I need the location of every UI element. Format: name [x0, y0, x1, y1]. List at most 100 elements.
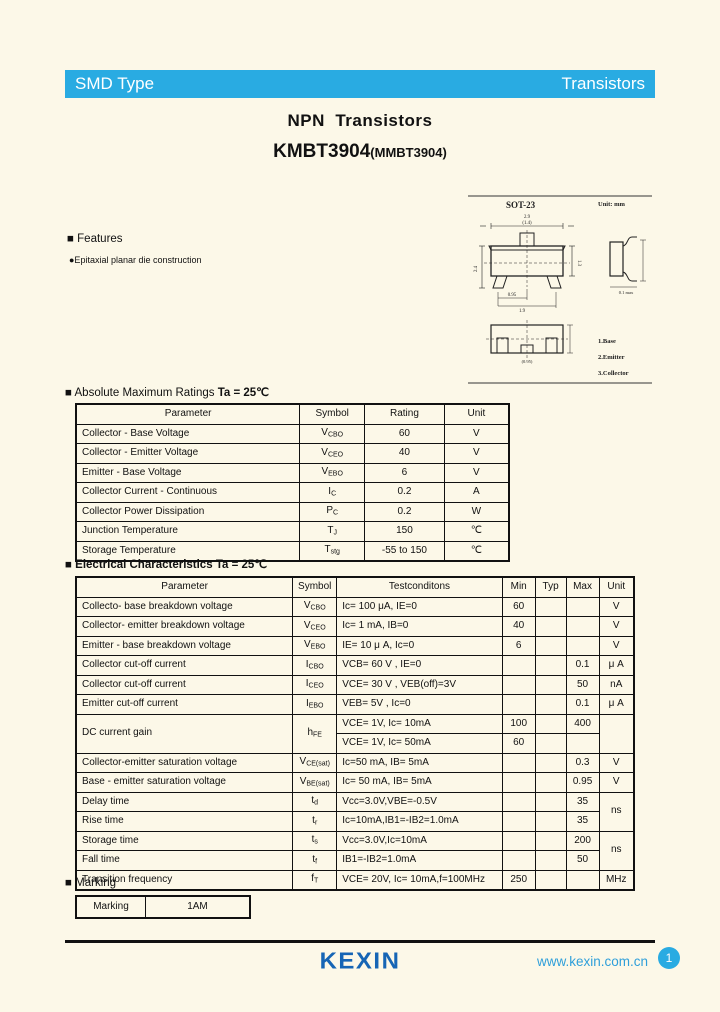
symbol-cell: IC [299, 482, 366, 503]
unit-cell: V [443, 462, 510, 483]
symbol-cell: VCEO [299, 443, 366, 464]
typ-cell [534, 850, 567, 871]
condition-cell: VCE= 1V, Ic= 10mA [336, 713, 503, 734]
marking-table: Marking 1AM [75, 895, 251, 919]
unit-cell: V [443, 423, 510, 444]
header-bar: SMD Type Transistors [65, 70, 655, 98]
parameter-cell: Collector Power Dissipation [75, 501, 301, 522]
part-number-alt: (MMBT3904) [370, 145, 447, 160]
section-marker-icon: ■ [65, 877, 72, 889]
table-row: Collector- emitter breakdown voltage VCEO… [75, 616, 635, 637]
table-row: Emitter cut-off current IEBO VEB= 5V , Ic=… [75, 694, 635, 715]
min-cell [501, 850, 536, 871]
symbol-cell: ICBO [292, 655, 338, 676]
typ-cell [534, 791, 567, 812]
condition-cell: VEB= 5V , Ic=0 [336, 694, 503, 715]
rating-cell: 0.2 [364, 482, 445, 503]
condition-cell: Ic= 100 μA, IE=0 [336, 596, 503, 617]
table-row: Collecto- base breakdown voltage VCBO Ic= … [75, 596, 635, 617]
min-cell: 60 [501, 596, 536, 617]
symbol-cell: VBE(sat) [292, 772, 338, 793]
max-cell: 35 [565, 791, 600, 812]
table-row: Emitter - Base Voltage VEBO 6 V [75, 462, 510, 483]
parameter-cell: Collector-emitter saturation voltage [75, 752, 294, 773]
rating-cell: 150 [364, 521, 445, 542]
section-marker-icon: ■ [65, 559, 72, 571]
symbol-cell: VCEO [292, 616, 338, 637]
typ-cell [534, 772, 567, 793]
table-row: Collector Power Dissipation PC 0.2 W [75, 501, 510, 522]
max-cell: 400 [565, 713, 600, 734]
symbol-cell: VCE(sat) [292, 752, 338, 773]
table-row: Junction Temperature TJ 150 ℃ [75, 521, 510, 542]
max-cell: 50 [565, 674, 600, 695]
typ-cell [534, 830, 567, 851]
typ-cell [534, 713, 567, 734]
page-number: 1 [665, 951, 673, 965]
condition-cell: VCB= 60 V , IE=0 [336, 655, 503, 676]
column-header: Max [565, 576, 600, 598]
pin-label-collector: 3.Collector [598, 370, 629, 377]
unit-cell [598, 713, 635, 754]
parameter-cell: Collector cut-off current [75, 655, 294, 676]
unit-cell: μ A [598, 694, 635, 715]
column-header: Unit [443, 403, 510, 425]
typ-cell [534, 733, 567, 754]
column-header: Testconditons [336, 576, 503, 598]
unit-cell: nA [598, 674, 635, 695]
typ-cell [534, 635, 567, 656]
condition-cell: VCE= 20V, Ic= 10mA,f=100MHz [336, 869, 503, 891]
abs-max-table-wrap: Parameter Symbol Rating Unit Collector - Bas… [75, 403, 510, 562]
condition-cell: Vcc=3.0V,VBE=-0.5V [336, 791, 503, 812]
symbol-cell: VCBO [299, 423, 366, 444]
pin-label-emitter: 2.Emitter [598, 354, 625, 361]
table-row: Delay time td Vcc=3.0V,VBE=-0.5V 35 ns [75, 791, 635, 832]
condition-cell: VCE= 30 V , VEB(off)=3V [336, 674, 503, 695]
unit-cell: V [443, 443, 510, 464]
table-row: Storage Temperature Tstg -55 to 150 ℃ [75, 540, 510, 562]
min-cell [501, 674, 536, 695]
unit-cell: V [598, 752, 635, 773]
column-header: Symbol [292, 576, 338, 598]
symbol-cell: VCBO [292, 596, 338, 617]
abs-max-heading: ■ Absolute Maximum Ratings Ta = 25℃ [65, 385, 269, 399]
marking-table-wrap: Marking 1AM [75, 895, 251, 919]
unit-cell: V [598, 635, 635, 656]
condition-cell: Ic= 1 mA, IB=0 [336, 616, 503, 637]
unit-cell: MHz [598, 869, 635, 891]
parameter-cell: Emitter cut-off current [75, 694, 294, 715]
footer-url-link[interactable]: www.kexin.com.cn [536, 954, 648, 969]
rating-cell: 0.2 [364, 501, 445, 522]
elec-table: Parameter Symbol Testconditons Min Typ Max Uni… [75, 576, 635, 891]
condition-cell: Vcc=3.0V,Ic=10mA [336, 830, 503, 851]
min-cell: 250 [501, 869, 536, 891]
condition-cell: IE= 10 μ A, Ic=0 [336, 635, 503, 656]
dim-pitch-label: 0.95 [508, 293, 517, 298]
table-row: Collector cut-off current ICBO VCB= 60 V ,… [75, 655, 635, 676]
min-cell [501, 830, 536, 851]
part-number-title: KMBT3904(MMBT3904) [0, 141, 720, 163]
symbol-cell: IEBO [292, 694, 338, 715]
dim-top-label: 2.9 [524, 215, 531, 220]
parameter-cell: Base - emitter saturation voltage [75, 772, 294, 793]
abs-max-heading-ta: Ta = 25℃ [217, 387, 270, 399]
part-number: KMBT3904 [273, 141, 371, 162]
dim-top2-label: (1.4) [522, 221, 532, 226]
section-marker-icon: ■ [65, 387, 72, 399]
table-row: Fall time tf IB1=-IB2=1.0mA 50 [75, 850, 634, 871]
parameter-cell: Storage Temperature [75, 540, 301, 562]
unit-cell: A [443, 482, 510, 503]
max-cell: 50 [565, 850, 600, 871]
abs-max-table: Parameter Symbol Rating Unit Collector - Bas… [75, 403, 510, 562]
table-row: Base - emitter saturation voltage VBE(sat… [75, 772, 635, 793]
max-cell: 0.3 [565, 752, 600, 773]
column-header: Parameter [75, 403, 301, 425]
parameter-cell: Storage time [75, 830, 294, 851]
column-header: Min [501, 576, 536, 598]
parameter-cell: Collecto- base breakdown voltage [75, 596, 294, 617]
symbol-cell: ICEO [292, 674, 338, 695]
abs-max-heading-label: Absolute Maximum Ratings [74, 387, 215, 399]
min-cell: 100 [501, 713, 536, 734]
unit-cell: ns [598, 830, 635, 871]
column-header: Unit [598, 576, 635, 598]
